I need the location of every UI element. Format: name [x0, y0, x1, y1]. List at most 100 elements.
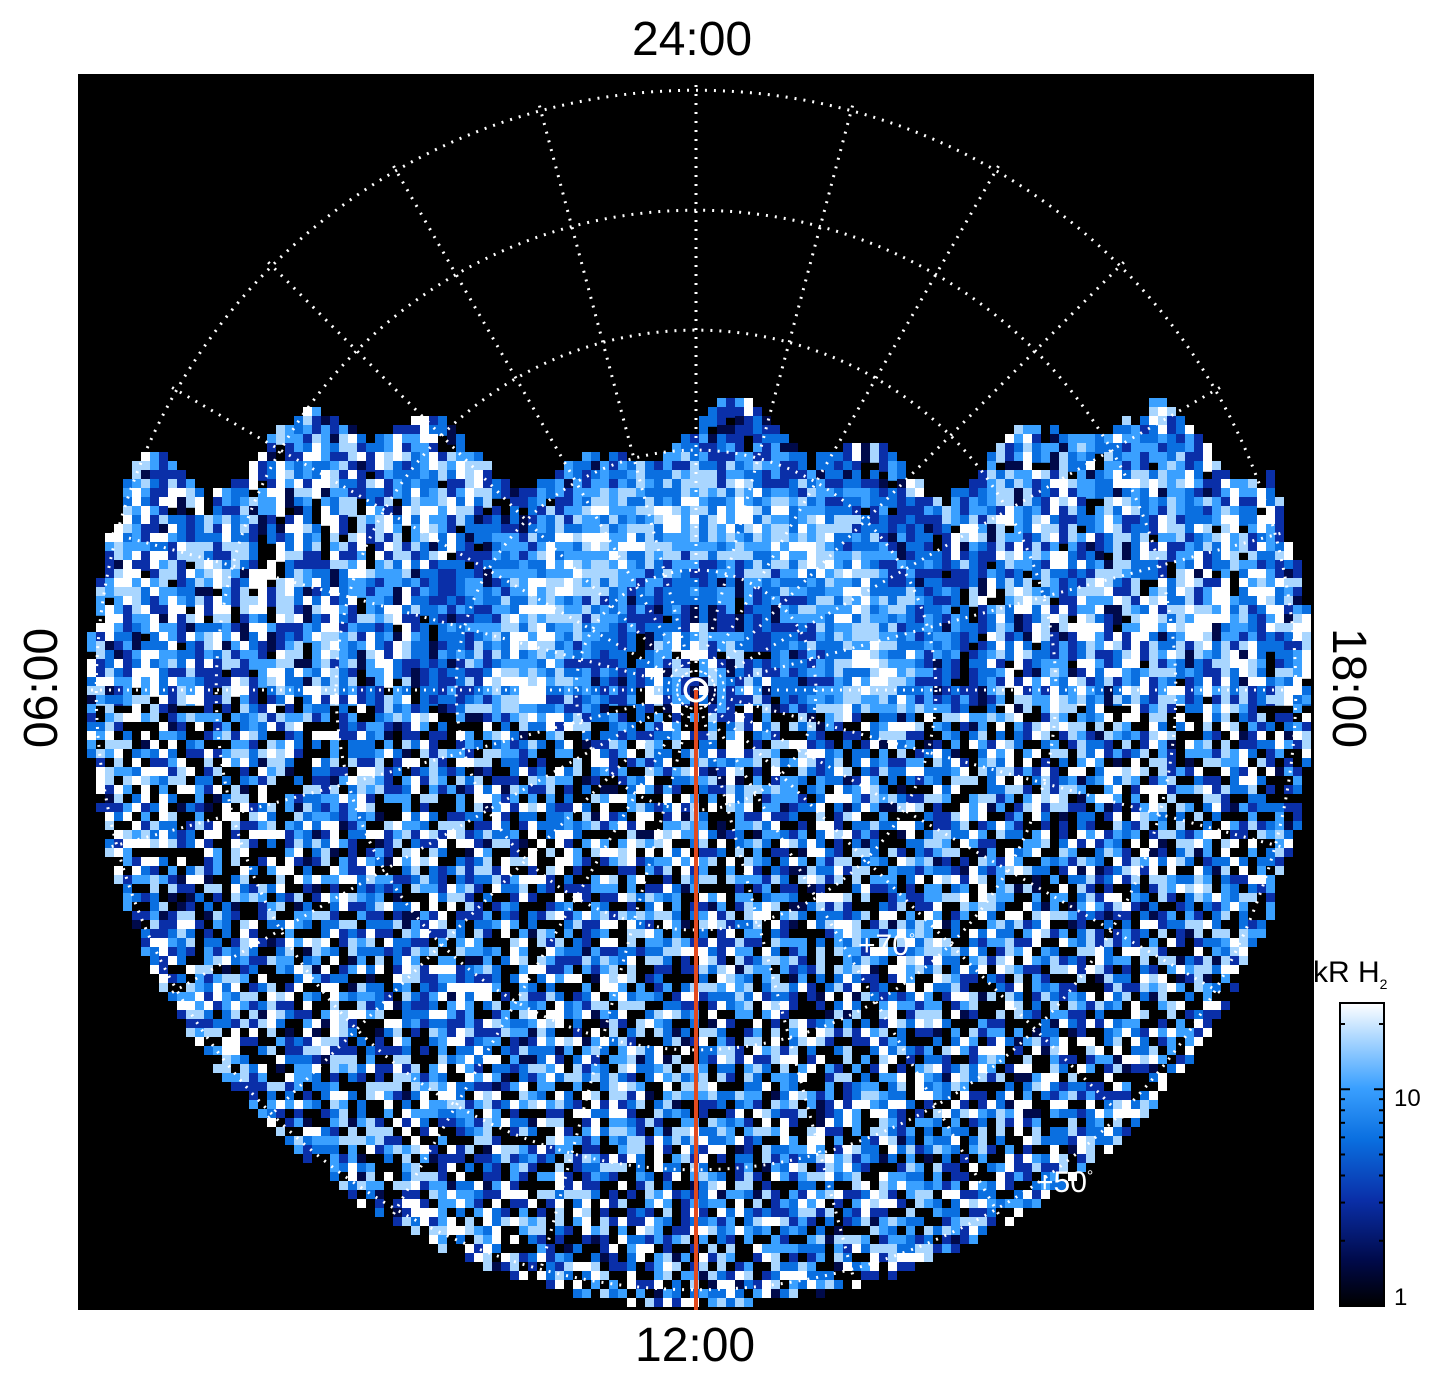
emission-pixel [195, 740, 204, 749]
emission-pixel [339, 704, 348, 713]
emission-pixel [852, 731, 861, 740]
emission-pixel [1185, 623, 1194, 643]
emission-pixel [609, 767, 618, 776]
emission-pixel [438, 722, 447, 731]
emission-pixel [294, 677, 303, 697]
emission-pixel [969, 722, 978, 731]
emission-pixel [492, 479, 501, 499]
emission-pixel [186, 767, 195, 776]
emission-pixel [1104, 812, 1113, 821]
emission-pixel [312, 416, 321, 436]
emission-pixel [339, 731, 348, 740]
emission-pixel [348, 542, 357, 562]
emission-pixel [285, 731, 294, 740]
emission-pixel [888, 848, 897, 857]
emission-pixel [537, 776, 546, 785]
emission-pixel [843, 776, 852, 785]
emission-pixel [627, 794, 636, 803]
emission-pixel [897, 794, 906, 803]
emission-pixel [285, 758, 294, 767]
emission-pixel [393, 542, 402, 562]
emission-pixel [897, 866, 906, 875]
emission-pixel [1194, 749, 1203, 758]
emission-pixel [969, 866, 978, 875]
emission-pixel [438, 695, 447, 704]
emission-pixel [1158, 776, 1167, 785]
emission-pixel [663, 839, 672, 848]
emission-pixel [1149, 848, 1158, 857]
emission-pixel [366, 776, 375, 785]
emission-pixel [1077, 857, 1086, 866]
emission-pixel [1239, 713, 1248, 722]
emission-pixel [132, 821, 141, 830]
emission-pixel [1239, 686, 1248, 706]
emission-pixel [267, 839, 276, 848]
emission-pixel [1212, 551, 1221, 571]
emission-pixel [1113, 722, 1122, 731]
emission-pixel [618, 857, 627, 866]
emission-pixel [951, 758, 960, 767]
emission-pixel [906, 857, 915, 866]
emission-pixel [501, 857, 510, 866]
emission-pixel [276, 497, 285, 517]
emission-pixel [321, 848, 330, 857]
emission-pixel [105, 650, 114, 670]
emission-pixel [987, 785, 996, 794]
emission-pixel [1248, 821, 1257, 830]
emission-pixel [951, 713, 960, 722]
emission-pixel [1176, 722, 1185, 731]
emission-pixel [618, 866, 627, 875]
emission-pixel [888, 767, 897, 776]
emission-pixel [852, 812, 861, 821]
emission-pixel [231, 677, 240, 697]
emission-pixel [834, 812, 843, 821]
emission-pixel [978, 848, 987, 857]
emission-pixel [636, 857, 645, 866]
emission-pixel [123, 875, 132, 884]
emission-pixel [933, 821, 942, 830]
emission-pixel [1095, 515, 1104, 535]
emission-pixel [1167, 578, 1176, 598]
emission-pixel [1104, 776, 1113, 785]
emission-pixel [1005, 668, 1014, 688]
emission-pixel [897, 695, 906, 704]
emission-pixel [1086, 704, 1095, 713]
emission-pixel [123, 731, 132, 740]
emission-pixel [420, 830, 429, 839]
emission-pixel [357, 767, 366, 776]
emission-pixel [600, 704, 609, 713]
emission-pixel [636, 731, 645, 740]
emission-pixel [366, 767, 375, 776]
emission-pixel [672, 695, 681, 704]
emission-pixel [366, 749, 375, 758]
emission-pixel [231, 875, 240, 884]
emission-pixel [231, 857, 240, 866]
emission-pixel [987, 542, 996, 562]
emission-pixel [141, 713, 150, 722]
emission-pixel [879, 704, 888, 713]
emission-pixel [546, 722, 555, 731]
emission-pixel [195, 749, 204, 758]
emission-pixel [1158, 713, 1167, 722]
emission-pixel [357, 731, 366, 740]
emission-pixel [204, 731, 213, 740]
emission-pixel [465, 857, 474, 866]
emission-pixel [321, 830, 330, 839]
emission-pixel [492, 839, 501, 848]
emission-pixel [213, 722, 222, 731]
emission-pixel [393, 686, 402, 706]
emission-pixel [348, 821, 357, 830]
emission-pixel [861, 704, 870, 713]
emission-pixel [555, 830, 564, 839]
emission-pixel [438, 461, 447, 481]
emission-pixel [1149, 443, 1158, 463]
emission-pixel [312, 461, 321, 481]
emission-pixel [906, 839, 915, 848]
emission-pixel [1239, 740, 1248, 749]
emission-pixel [321, 443, 330, 463]
emission-pixel [1212, 623, 1221, 643]
emission-pixel [573, 866, 582, 875]
emission-pixel [825, 830, 834, 839]
emission-pixel [375, 587, 384, 607]
emission-pixel [177, 830, 186, 839]
